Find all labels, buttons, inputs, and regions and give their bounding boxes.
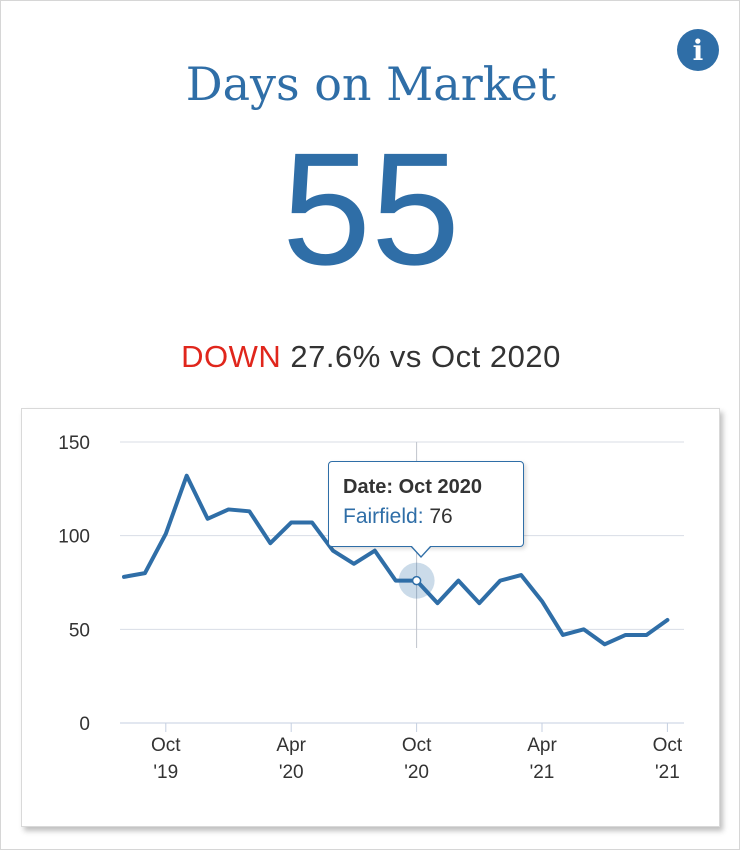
x-tick-label-year-26: '21: [655, 762, 680, 783]
card-title: Days on Market: [185, 57, 557, 111]
data-point-23: [602, 641, 608, 647]
tooltip-series-label: Fairfield:: [343, 505, 424, 528]
data-point-17: [476, 600, 482, 606]
y-tick-label-150: 150: [58, 433, 90, 454]
tooltip-series-row: Fairfield: 76: [343, 505, 509, 529]
tooltip-arrow-inner: [411, 545, 431, 556]
data-point-13: [393, 578, 399, 584]
data-point-21: [560, 632, 566, 638]
y-tick-label-0: 0: [79, 714, 90, 735]
x-tick-label-year-8: '20: [279, 762, 304, 783]
x-tick-label-month-26: Oct: [653, 735, 683, 756]
data-point-4: [205, 516, 211, 522]
y-tick-label-100: 100: [58, 527, 90, 548]
data-point-25: [644, 632, 650, 638]
x-tick-label-month-20: Apr: [527, 735, 557, 756]
x-tick-label-month-2: Oct: [151, 735, 181, 756]
data-point-22: [581, 626, 587, 632]
series-line-fairfield: [122, 473, 670, 647]
data-point-11: [351, 561, 357, 567]
data-point-12: [372, 548, 378, 554]
line-chart[interactable]: 0 50 100 150 Oct '19 Apr '20 Oct '20 Apr '21 Oct '21: [22, 409, 719, 826]
info-icon[interactable]: i: [677, 29, 719, 71]
x-tick-label-month-14: Oct: [402, 735, 432, 756]
change-summary: DOWN 27.6% vs Oct 2020: [1, 339, 741, 375]
data-point-2: [163, 531, 169, 537]
tooltip-date: Date: Oct 2020: [343, 476, 482, 498]
chart-tooltip: Date: Oct 2020 Fairfield: 76: [328, 461, 524, 547]
data-point-7: [267, 540, 273, 546]
tooltip-series-value: 76: [429, 505, 453, 528]
data-point-5: [226, 506, 232, 512]
data-point-19: [518, 572, 524, 578]
data-point-16: [455, 578, 461, 584]
change-direction: DOWN: [181, 339, 282, 374]
y-tick-label-50: 50: [69, 620, 90, 641]
data-point-26: [664, 617, 670, 623]
x-tick-label-month-8: Apr: [276, 735, 306, 756]
x-tick-label-year-14: '20: [404, 762, 429, 783]
change-text: 27.6% vs Oct 2020: [290, 339, 561, 374]
data-point-10: [330, 548, 336, 554]
data-point-8: [288, 520, 294, 526]
data-point-3: [184, 473, 190, 479]
data-point-18: [497, 578, 503, 584]
data-point-1: [142, 570, 148, 576]
metric-value: 55: [282, 119, 460, 298]
data-point-0: [121, 574, 127, 580]
data-point-20: [539, 598, 545, 604]
data-point-24: [623, 632, 629, 638]
data-point-9: [309, 520, 315, 526]
highlight-marker: [411, 575, 422, 586]
x-tick-label-year-2: '19: [153, 762, 178, 783]
x-tick-label-year-20: '21: [530, 762, 555, 783]
data-point-15: [435, 600, 441, 606]
data-point-6: [246, 508, 252, 514]
